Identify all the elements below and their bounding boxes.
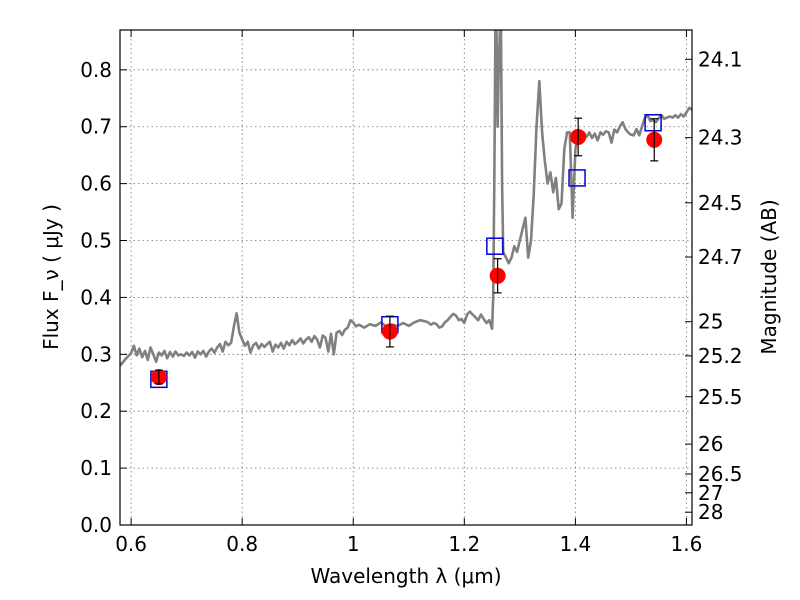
model-photometry-square (486, 237, 504, 255)
y-tick-label: 0.8 (80, 58, 112, 82)
model-photometry-square (568, 169, 586, 187)
y2-tick-label: 27 (698, 481, 723, 505)
y-tick-label: 0.5 (80, 229, 112, 253)
photometry-marks (150, 113, 663, 389)
y2-tick-label: 25.2 (698, 344, 743, 368)
y2-tick-label: 24.1 (698, 47, 743, 71)
x-tick-label: 1.6 (671, 532, 703, 556)
y-tick-label: 0.7 (80, 115, 112, 139)
observed-photometry-point (381, 315, 398, 348)
y2-tick-label: 26.5 (698, 462, 743, 486)
y-tick-label: 0.4 (80, 285, 112, 309)
spectrum-line (120, 30, 692, 367)
y2-tick-label: 24.7 (698, 245, 743, 269)
observed-photometry-point (489, 258, 506, 294)
y-axis-title: Flux F_ν ( μJy ) (39, 204, 63, 350)
plot-area (120, 30, 692, 367)
x-tick-label: 0.6 (115, 532, 147, 556)
y2-tick-label: 25 (698, 310, 723, 334)
plot-frame (119, 29, 693, 526)
y2-tick-label: 26 (698, 432, 723, 456)
y-tick-label: 0.6 (80, 172, 112, 196)
observed-photometry-point (150, 369, 167, 386)
x-tick-label: 1.4 (559, 532, 591, 556)
x-tick-label: 0.8 (226, 532, 258, 556)
observed-photometry-point (646, 118, 663, 162)
y2-tick-label: 25.5 (698, 385, 743, 409)
y2-tick-label: 28 (698, 500, 723, 524)
x-axis-title: Wavelength λ (μm) (310, 564, 501, 588)
axes: 0.6 0.8 1 1.2 1.4 1.6 0.0 0.1 0.2 0.3 0.4 0.5 0.6 0.7… (80, 30, 743, 556)
y-tick-label: 0.2 (80, 399, 112, 423)
y2-axis-title: Magnitude (AB) (757, 199, 781, 354)
y-tick-label: 0.0 (80, 513, 112, 537)
observed-photometry-point (570, 117, 587, 157)
model-photometry-square (644, 113, 662, 132)
y2-tick-label: 24.5 (698, 191, 743, 215)
y-tick-label: 0.3 (80, 342, 112, 366)
y2-tick-label: 24.3 (698, 126, 743, 150)
y-tick-label: 0.1 (80, 456, 112, 480)
x-tick-label: 1 (347, 532, 360, 556)
grid-lines (120, 30, 692, 526)
x-tick-label: 1.2 (448, 532, 480, 556)
